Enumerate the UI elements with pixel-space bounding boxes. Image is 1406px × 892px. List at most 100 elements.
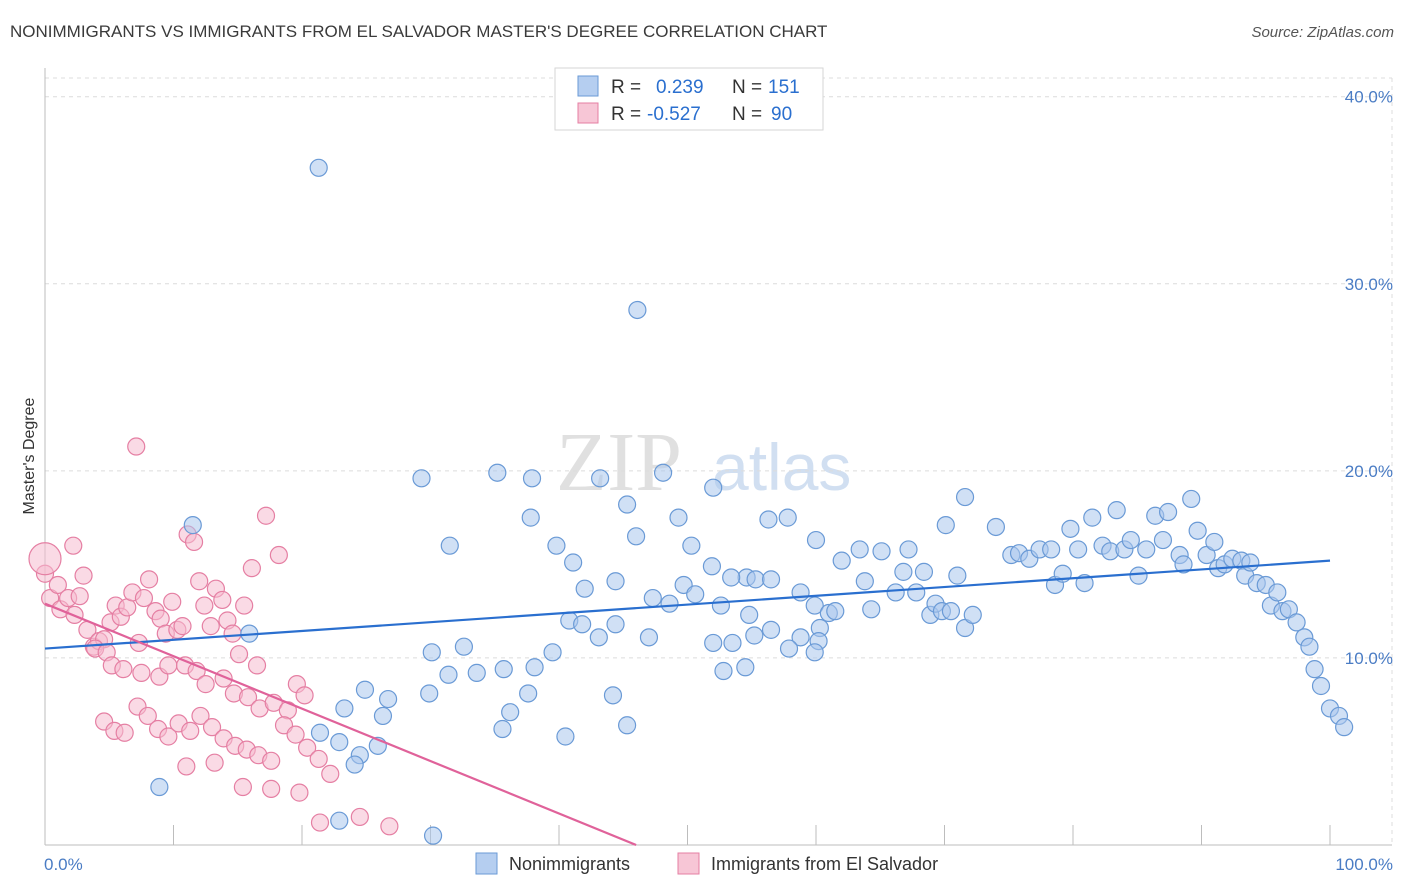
blue-point-3	[488, 463, 507, 482]
blue-point-1	[628, 300, 647, 320]
blue-point-23	[643, 588, 662, 608]
pink-point-46	[114, 660, 133, 679]
pink-point-88	[350, 807, 369, 827]
blue-point-69	[963, 605, 982, 625]
blue-point-61	[907, 583, 926, 602]
blue-point-134	[373, 706, 393, 726]
pink-point-large	[28, 542, 62, 576]
blue-point-29	[746, 570, 765, 589]
blue-point-14	[618, 495, 637, 514]
bottom-legend-label-immigrants: Immigrants from El Salvador	[711, 854, 938, 874]
blue-point-80	[1061, 519, 1080, 538]
pink-point-28	[190, 572, 209, 591]
blue-point-40	[761, 620, 781, 639]
blue-point-135	[493, 719, 512, 739]
blue-point-13	[626, 527, 646, 546]
blue-point-9	[440, 536, 459, 555]
trend-line-immigrants	[44, 602, 637, 847]
blue-point-43	[704, 633, 723, 653]
legend-n-value-2: 90	[771, 104, 792, 125]
blue-point-36	[589, 628, 608, 647]
legend-r-label-2: R =	[611, 104, 641, 125]
correlation-legend: R = 0.239 N = 151 R = -0.527 N = 90	[554, 67, 824, 131]
pink-point-86	[290, 783, 309, 802]
pink-point-36	[235, 596, 254, 615]
blue-point-48	[714, 661, 733, 681]
blue-point-6	[653, 463, 673, 482]
pink-point-49	[159, 656, 178, 675]
blue-point-114	[1300, 637, 1319, 656]
blue-point-37	[606, 615, 625, 634]
watermark-zip: ZIP	[556, 416, 682, 509]
blue-point-144	[150, 777, 169, 797]
blue-point-56	[862, 600, 881, 619]
blue-point-119	[1335, 718, 1354, 737]
blue-point-22	[606, 572, 625, 591]
blue-point-2	[412, 469, 431, 488]
pink-point-82	[177, 757, 196, 776]
pink-point-78	[286, 725, 305, 744]
blue-point-7	[704, 478, 723, 497]
blue-point-59	[894, 562, 913, 581]
pink-point-42	[127, 437, 146, 456]
pink-point-89	[380, 817, 399, 836]
blue-point-71	[955, 487, 975, 507]
blue-point-53	[832, 551, 851, 570]
y-tick-label-3: 40.0%	[1345, 88, 1393, 107]
blue-point-88	[1121, 530, 1140, 550]
blue-point-27	[711, 596, 731, 615]
blue-point-133	[335, 699, 354, 718]
blue-point-137	[603, 686, 623, 705]
blue-point-60	[899, 540, 918, 559]
blue-point-145	[330, 811, 349, 830]
pink-points-group	[28, 437, 399, 836]
pink-point-7	[74, 566, 93, 585]
blue-point-52	[826, 602, 845, 621]
bottom-legend-swatch-pink	[677, 852, 700, 875]
blue-point-112	[1287, 613, 1306, 632]
blue-point-8	[183, 516, 202, 535]
blue-point-92	[1153, 530, 1173, 550]
blue-point-99	[1205, 532, 1224, 552]
blue-point-10	[521, 508, 540, 527]
blue-point-72	[986, 517, 1006, 537]
pink-point-85	[262, 779, 281, 798]
pink-point-40	[269, 545, 288, 565]
pink-point-67	[159, 727, 178, 746]
blue-point-5	[591, 469, 610, 488]
pink-point-38	[247, 656, 267, 675]
blue-point-0	[309, 158, 328, 177]
blue-point-35	[573, 615, 592, 634]
pink-point-25	[173, 617, 192, 636]
pink-point-79	[298, 738, 317, 757]
blue-point-18	[759, 510, 778, 529]
pink-point-65	[138, 706, 157, 726]
blue-point-44	[723, 633, 742, 653]
blue-point-109	[1268, 583, 1287, 602]
bottom-legend-label-nonimmigrants: Nonimmigrants	[509, 854, 630, 874]
pink-point-47	[132, 663, 151, 682]
blue-point-51	[805, 643, 824, 662]
bottom-legend-swatch-blue	[475, 852, 498, 875]
blue-point-95	[1174, 555, 1193, 574]
series-legend: Nonimmigrants Immigrants from El Salvado…	[475, 852, 938, 875]
blue-point-24	[660, 594, 679, 613]
y-tick-label-0: 10.0%	[1345, 649, 1393, 668]
pink-point-34	[223, 624, 242, 643]
pink-point-55	[238, 688, 258, 707]
pink-point-18	[134, 588, 154, 608]
blue-point-83	[1083, 508, 1102, 527]
blue-point-58	[886, 583, 905, 602]
blue-point-49	[736, 658, 755, 677]
blue-point-67	[948, 566, 967, 585]
pink-point-30	[201, 617, 220, 636]
blue-point-62	[914, 562, 934, 581]
blue-point-90	[1137, 540, 1156, 559]
pink-point-23	[163, 592, 182, 611]
blue-point-31	[722, 568, 741, 587]
pink-point-32	[213, 590, 232, 610]
blue-point-116	[1311, 676, 1331, 696]
trend-line-nonimmigrants	[44, 559, 1331, 650]
blue-point-15	[669, 508, 688, 527]
pink-point-2	[48, 575, 67, 595]
